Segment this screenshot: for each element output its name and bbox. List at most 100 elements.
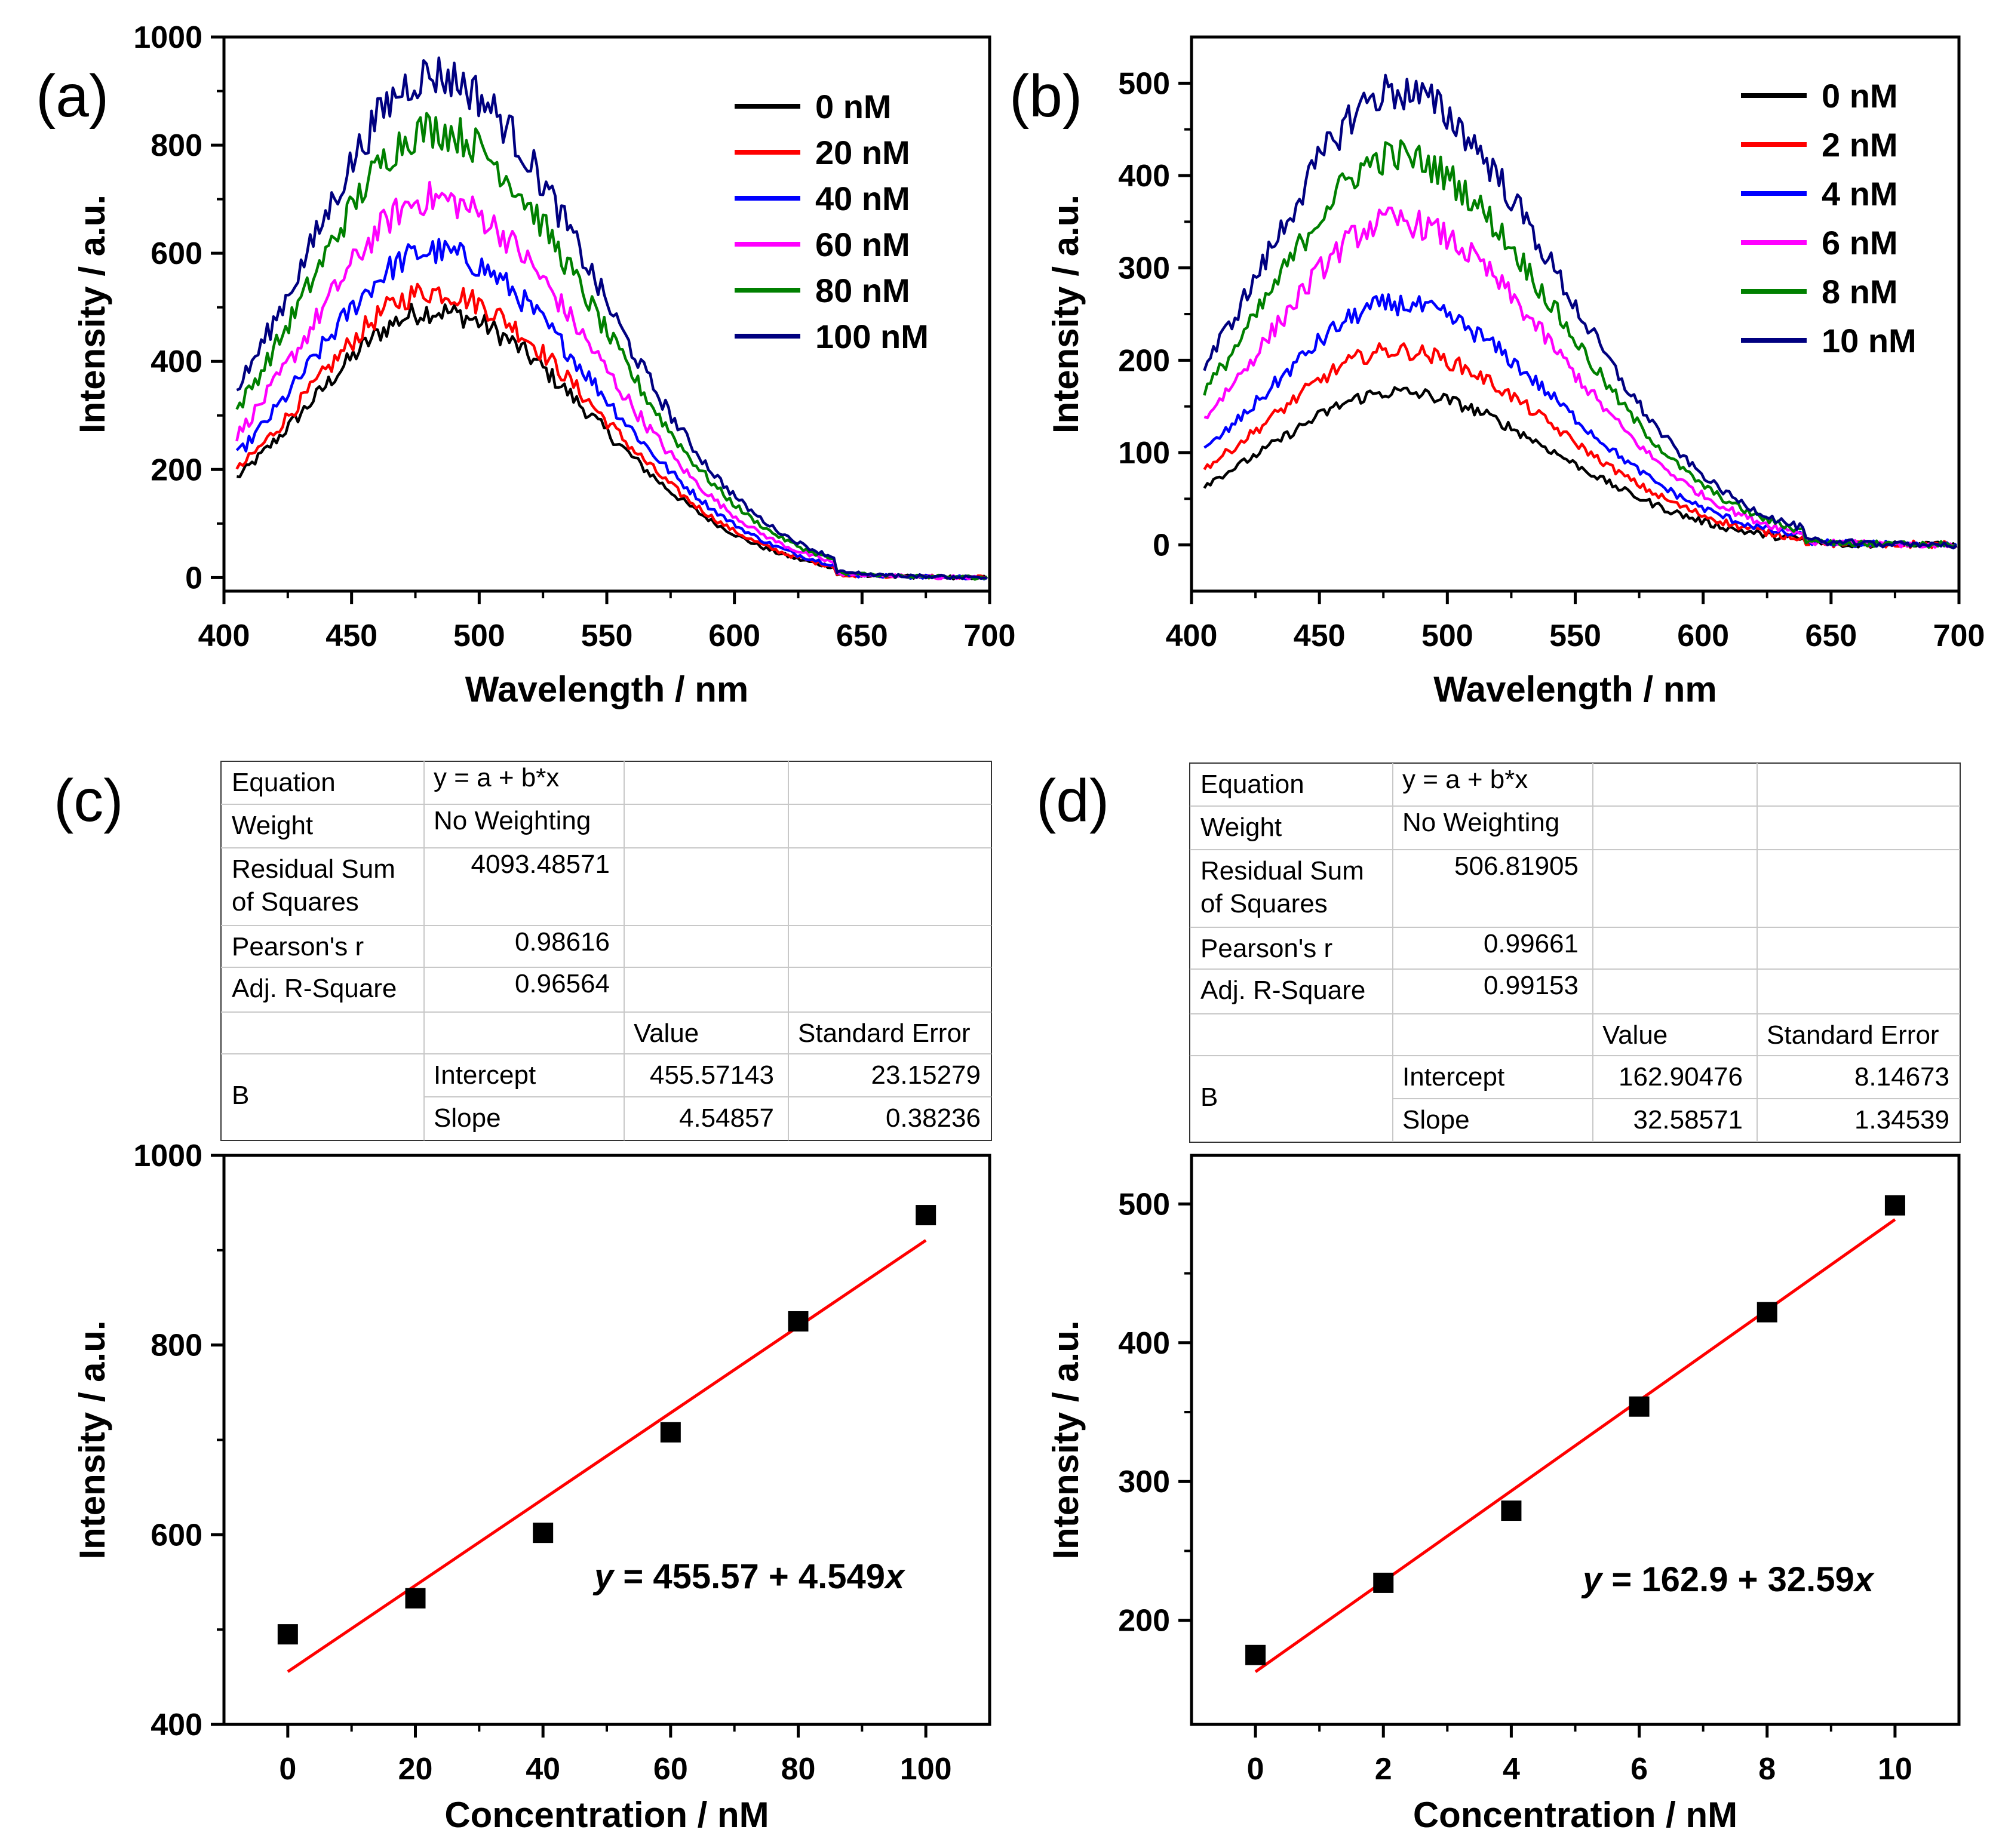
table-param-value: 4.54857	[679, 1103, 774, 1133]
y-tick-label: 600	[151, 1518, 202, 1552]
x-tick-label: 100	[900, 1752, 952, 1786]
y-tick-label: 200	[1118, 1604, 1170, 1638]
spectra-series	[235, 56, 988, 581]
table-col-value-header: Value	[1602, 1020, 1668, 1050]
y-tick-label: 300	[1118, 1465, 1170, 1499]
x-tick-label: 450	[325, 619, 377, 653]
legend-label-2: 40 nM	[815, 180, 910, 217]
table-row-value: No Weighting	[434, 806, 591, 835]
table-row-label: Residual Sum	[232, 854, 395, 884]
table-row-value: 0.98616	[515, 927, 610, 957]
data-point-1	[405, 1588, 426, 1609]
equation-var-x: x	[883, 1557, 906, 1596]
y-tick-label: 0	[1153, 528, 1170, 563]
equation-body: = 455.57 + 4.549	[613, 1557, 885, 1596]
y-tick-label: 400	[1118, 159, 1170, 193]
legend-label-0: 0 nM	[1822, 77, 1898, 115]
y-tick-label: 1000	[133, 1139, 202, 1173]
table-row-label: Weight	[1200, 813, 1282, 842]
table-row-label: Residual Sum	[1200, 856, 1364, 885]
table-param-error: 23.15279	[871, 1060, 981, 1090]
data-point-4	[1757, 1302, 1777, 1323]
x-axis-title: Wavelength / nm	[465, 669, 749, 709]
table-row-value: y = a + b*x	[434, 763, 559, 792]
y-tick-label: 400	[151, 345, 202, 379]
legend-label-1: 2 nM	[1822, 126, 1898, 164]
y-tick-label: 200	[1118, 343, 1170, 378]
x-tick-label: 0	[1247, 1752, 1264, 1786]
panel-label: (a)	[36, 63, 109, 130]
fit-line	[1254, 1218, 1896, 1673]
x-tick-label: 700	[964, 619, 1016, 653]
y-tick-label: 400	[1118, 1326, 1170, 1361]
fit-line	[287, 1239, 927, 1673]
series-line-4	[1203, 139, 1957, 549]
data-point-3	[660, 1422, 681, 1443]
series-line-5	[1203, 73, 1958, 550]
table-row-label: Pearson's r	[1200, 934, 1332, 963]
data-point-5	[1884, 1195, 1905, 1216]
data-point-3	[1629, 1396, 1650, 1417]
table-frame	[220, 761, 992, 1141]
y-axis-title: Intensity / a.u.	[72, 1320, 112, 1559]
data-point-2	[533, 1523, 554, 1543]
table-param-value: 32.58571	[1633, 1105, 1743, 1134]
x-tick-label: 4	[1503, 1752, 1520, 1786]
legend-label-3: 6 nM	[1822, 224, 1898, 262]
data-point-1	[1373, 1572, 1394, 1593]
x-tick-label: 2	[1375, 1752, 1392, 1786]
panel-a: 400 450 500 550 600 650 700 0 200 400 600 800 1000 Wa…	[36, 20, 1015, 709]
y-tick-label: 600	[151, 236, 202, 271]
y-axis-title: Intensity / a.u.	[1046, 1320, 1086, 1559]
table-row-value: 0.99661	[1484, 929, 1579, 958]
fit-stats-table: Equation y = a + b*x Weight No Weighting Res…	[1189, 762, 1961, 1143]
spectra-series	[1203, 73, 1958, 550]
table-row-label: Pearson's r	[232, 932, 364, 961]
legend-label-1: 20 nM	[815, 134, 910, 171]
table-row-label: Weight	[232, 811, 313, 840]
legend-label-4: 80 nM	[815, 272, 910, 309]
x-tick-label: 650	[836, 619, 888, 653]
y-tick-label: 300	[1118, 251, 1170, 286]
x-tick-label: 550	[1549, 619, 1601, 653]
table-row-value: 0.96564	[515, 969, 610, 998]
table-row-value: 4093.48571	[471, 850, 610, 879]
table-row-value: 0.99153	[1484, 971, 1579, 1000]
x-tick-label: 600	[1677, 619, 1729, 653]
x-tick-label: 550	[581, 619, 633, 653]
x-tick-label: 500	[1421, 619, 1473, 653]
equation-body: = 162.9 + 32.59	[1602, 1560, 1854, 1599]
x-tick-label: 400	[198, 619, 250, 653]
plot-frame	[1190, 1154, 1961, 1726]
table-col-error-header: Standard Error	[1767, 1020, 1939, 1050]
equation-var-y: y	[1581, 1560, 1604, 1599]
panel-label: (d)	[1036, 767, 1109, 834]
x-tick-label: 400	[1166, 619, 1218, 653]
series-line-5	[236, 56, 987, 580]
equation-var-x: x	[1853, 1560, 1875, 1599]
panel-c: 0 20 40 60 80 100 400 600 800 1000 Concentration /…	[54, 761, 992, 1835]
panel-b: 400 450 500 550 600 650 700 0 100 200 300 400 500 Wav…	[1009, 35, 1985, 709]
y-axis-title: Intensity / a.u.	[1046, 195, 1086, 433]
panel-label: (b)	[1009, 63, 1082, 130]
y-tick-label: 800	[151, 128, 202, 163]
y-tick-label: 500	[1118, 1187, 1170, 1222]
series-line-1	[1203, 342, 1957, 549]
x-tick-label: 0	[279, 1752, 296, 1786]
table-row-label2: of Squares	[232, 887, 359, 917]
data-point-5	[916, 1205, 936, 1226]
panel-label: (c)	[54, 767, 124, 834]
y-tick-label: 500	[1118, 66, 1170, 101]
legend-label-3: 60 nM	[815, 226, 910, 263]
table-row-value: 506.81905	[1454, 851, 1579, 881]
x-tick-label: 650	[1805, 619, 1857, 653]
x-tick-label: 8	[1758, 1752, 1776, 1786]
table-param-name: Intercept	[434, 1060, 536, 1090]
plot-frame	[222, 1154, 991, 1726]
legend-label-2: 4 nM	[1822, 175, 1898, 213]
x-tick-label: 6	[1630, 1752, 1648, 1786]
table-param-name: Slope	[1402, 1105, 1470, 1134]
x-tick-label: 40	[526, 1752, 560, 1786]
table-param-name: Slope	[434, 1103, 501, 1133]
x-tick-label: 450	[1294, 619, 1346, 653]
